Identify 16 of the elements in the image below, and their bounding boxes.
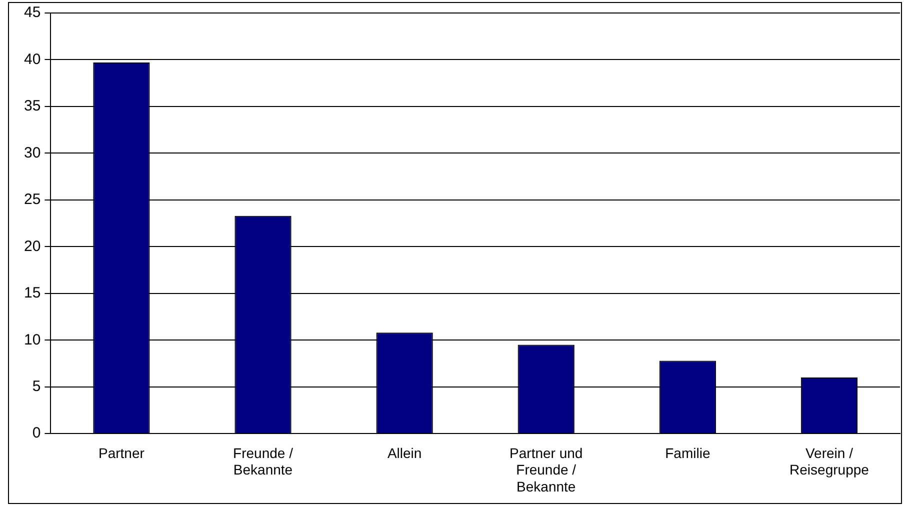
y-tick-label: 40 bbox=[24, 50, 41, 68]
x-tick-label: Verein / Reisegruppe bbox=[790, 444, 870, 478]
y-tick-label: 10 bbox=[24, 331, 41, 348]
x-tick-label: Partner und Freunde / Bekannte bbox=[510, 444, 583, 494]
y-tick-label: 20 bbox=[24, 238, 41, 255]
x-tick-label: Allein bbox=[387, 444, 422, 461]
y-tick-label: 30 bbox=[24, 144, 41, 162]
x-tick-label: Freunde / Bekannte bbox=[233, 444, 294, 478]
y-tick-label: 25 bbox=[24, 191, 41, 208]
x-tick-label: Familie bbox=[665, 444, 710, 461]
y-tick-label: 0 bbox=[32, 424, 41, 442]
x-tick-label: Partner bbox=[98, 444, 145, 461]
y-tick-label: 35 bbox=[24, 98, 41, 115]
y-tick-label: 15 bbox=[24, 284, 41, 302]
y-tick-label: 45 bbox=[24, 4, 41, 22]
y-tick-label: 5 bbox=[32, 378, 41, 396]
